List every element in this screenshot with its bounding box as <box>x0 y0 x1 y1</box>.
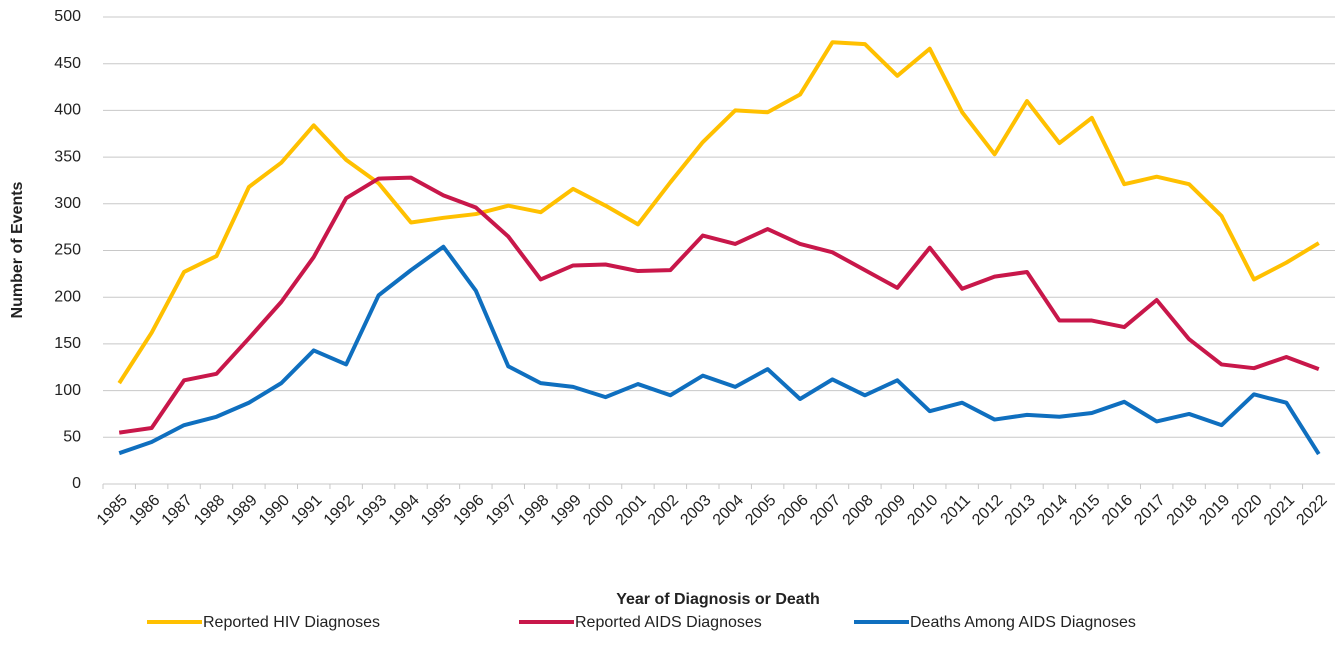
x-tick-label: 1998 <box>515 492 552 529</box>
x-tick-label: 2021 <box>1261 492 1298 529</box>
legend-label: Deaths Among AIDS Diagnoses <box>910 614 1136 631</box>
y-tick-label: 50 <box>63 429 81 446</box>
y-tick-label: 450 <box>54 55 81 72</box>
x-tick-label: 2022 <box>1293 492 1330 529</box>
series-line <box>118 244 1321 456</box>
x-tick-label: 2017 <box>1131 492 1168 529</box>
y-tick-label: 500 <box>54 8 81 25</box>
x-tick-label: 2019 <box>1196 492 1233 529</box>
x-tick-label: 2016 <box>1099 492 1136 529</box>
y-tick-label: 400 <box>54 102 81 119</box>
y-tick-label: 250 <box>54 242 81 259</box>
x-tick-label: 2001 <box>613 492 650 529</box>
x-tick-label: 1990 <box>256 492 293 529</box>
legend-label: Reported HIV Diagnoses <box>203 614 380 631</box>
x-tick-label: 2000 <box>580 492 617 529</box>
x-tick-label: 1993 <box>353 492 390 529</box>
x-tick-label: 2018 <box>1164 492 1201 529</box>
x-tick-label: 2015 <box>1066 492 1103 529</box>
x-tick-label: 2004 <box>710 492 747 529</box>
x-tick-label: 1999 <box>548 492 585 529</box>
x-tick-label: 1994 <box>386 492 423 529</box>
x-tick-label: 1995 <box>418 492 455 529</box>
y-tick-label: 300 <box>54 195 81 212</box>
x-axis-title: Year of Diagnosis or Death <box>616 591 820 608</box>
series-line <box>117 40 1320 385</box>
y-tick-label: 0 <box>72 475 81 492</box>
x-tick-label: 2003 <box>677 492 714 529</box>
x-tick-label: 2012 <box>969 492 1006 529</box>
x-tick-label: 1986 <box>126 492 163 529</box>
x-tick-label: 2005 <box>742 492 779 529</box>
x-tick-label: 1997 <box>483 492 520 529</box>
y-tick-label: 150 <box>54 335 81 352</box>
y-tick-label: 200 <box>54 288 81 305</box>
series-line <box>118 175 1320 435</box>
x-tick-label: 1988 <box>191 492 228 529</box>
x-tick-label: 1987 <box>159 492 196 529</box>
y-tick-label: 100 <box>54 382 81 399</box>
x-tick-label: 1992 <box>321 492 358 529</box>
x-tick-label: 1991 <box>288 492 325 529</box>
x-tick-label: 1989 <box>224 492 261 529</box>
x-tick-label: 2008 <box>840 492 877 529</box>
x-tick-label: 2007 <box>807 492 844 529</box>
x-tick-label: 2011 <box>938 492 974 528</box>
x-tick-label: 1985 <box>94 492 131 529</box>
x-tick-label: 2009 <box>872 492 909 529</box>
x-tick-label: 2020 <box>1229 492 1266 529</box>
x-tick-label: 2006 <box>775 492 812 529</box>
x-tick-label: 2014 <box>1034 492 1071 529</box>
x-tick-label: 2002 <box>645 492 682 529</box>
y-tick-label: 350 <box>54 148 81 165</box>
x-tick-label: 2013 <box>1002 492 1039 529</box>
y-axis-title: Number of Events <box>9 181 26 318</box>
x-tick-label: 2010 <box>904 492 941 529</box>
x-tick-label: 1996 <box>450 492 487 529</box>
legend-label: Reported AIDS Diagnoses <box>575 614 762 631</box>
